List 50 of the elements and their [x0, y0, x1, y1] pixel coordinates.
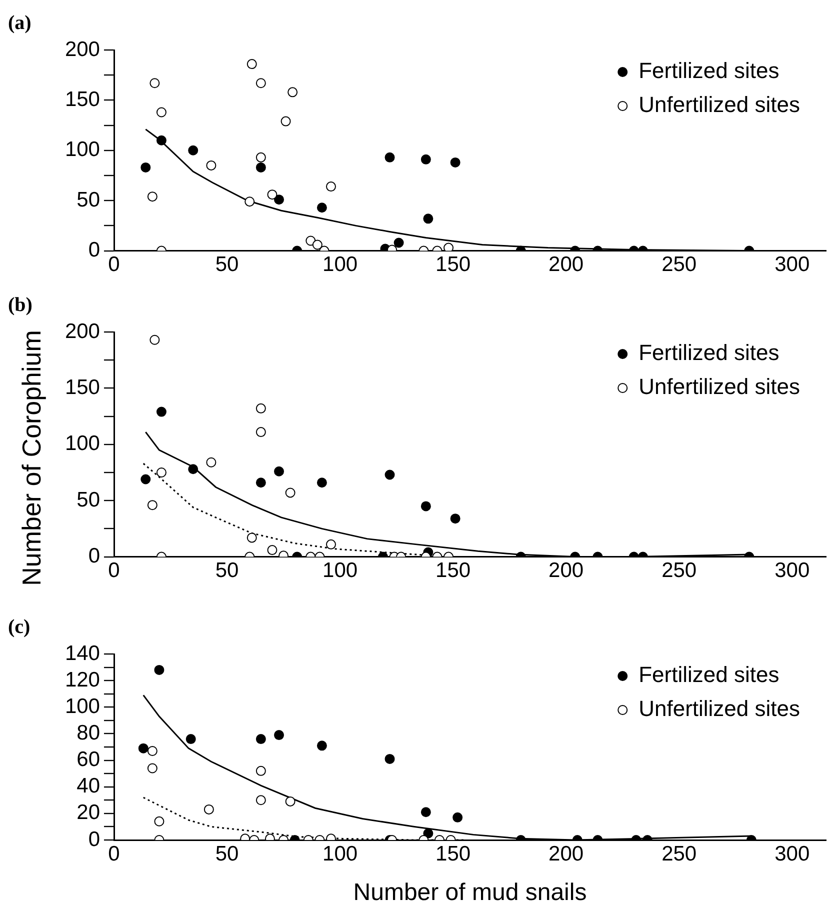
x-tick-label: 50: [215, 253, 239, 276]
legend-label: Unfertilized sites: [638, 92, 800, 118]
y-tick-label: 150: [64, 88, 100, 111]
x-tick-label: 0: [108, 842, 120, 866]
legend-label: Fertilized sites: [638, 58, 780, 84]
y-axis-title: Number of Corophium: [16, 330, 48, 586]
x-tick-label: 50: [215, 842, 239, 866]
x-tick-label: 0: [108, 559, 120, 582]
y-tick-label: 40: [76, 774, 100, 798]
x-axis-title: Number of mud snails: [353, 879, 587, 906]
y-tick-label: 140: [64, 642, 100, 665]
x-tick-label: 100: [322, 253, 358, 276]
x-tick-label: 150: [436, 559, 471, 582]
legend-label: Unfertilized sites: [638, 696, 800, 722]
y-tick-label: 50: [76, 488, 100, 512]
legend-label: Fertilized sites: [638, 340, 780, 366]
legend-label: Fertilized sites: [638, 662, 780, 688]
y-tick-label: 100: [64, 432, 100, 456]
x-tick-label: 100: [322, 842, 358, 866]
y-tick-label: 0: [88, 544, 100, 568]
x-tick-label: 250: [662, 842, 697, 866]
y-tick-label: 0: [88, 828, 100, 851]
y-tick-label: 50: [76, 188, 100, 212]
x-tick-label: 250: [662, 253, 697, 276]
x-tick-label: 0: [108, 253, 120, 276]
x-tick-label: 300: [774, 253, 810, 276]
y-tick-label: 150: [64, 376, 100, 399]
x-tick-label: 150: [436, 253, 471, 276]
y-tick-label: 200: [64, 38, 100, 61]
y-tick-label: 100: [64, 138, 100, 162]
y-tick-label: 200: [64, 320, 100, 343]
legend-label: Unfertilized sites: [638, 374, 800, 400]
y-tick-label: 60: [76, 748, 100, 772]
y-tick-label: 100: [64, 694, 100, 718]
chart-title: (a): [8, 12, 32, 34]
x-tick-label: 100: [322, 559, 358, 582]
y-tick-label: 0: [88, 238, 100, 262]
chart-title: (c): [8, 616, 30, 638]
y-tick-label: 20: [76, 801, 100, 824]
chart-title: (b): [8, 294, 32, 316]
x-tick-label: 300: [774, 559, 810, 582]
y-tick-label: 120: [64, 668, 100, 692]
x-tick-label: 150: [436, 842, 471, 866]
y-tick-label: 80: [76, 722, 100, 745]
x-tick-label: 200: [548, 842, 584, 866]
x-tick-label: 250: [662, 559, 697, 582]
x-tick-label: 200: [548, 253, 584, 276]
x-tick-label: 200: [548, 559, 584, 582]
x-tick-label: 300: [774, 842, 810, 866]
x-tick-label: 50: [215, 559, 239, 582]
